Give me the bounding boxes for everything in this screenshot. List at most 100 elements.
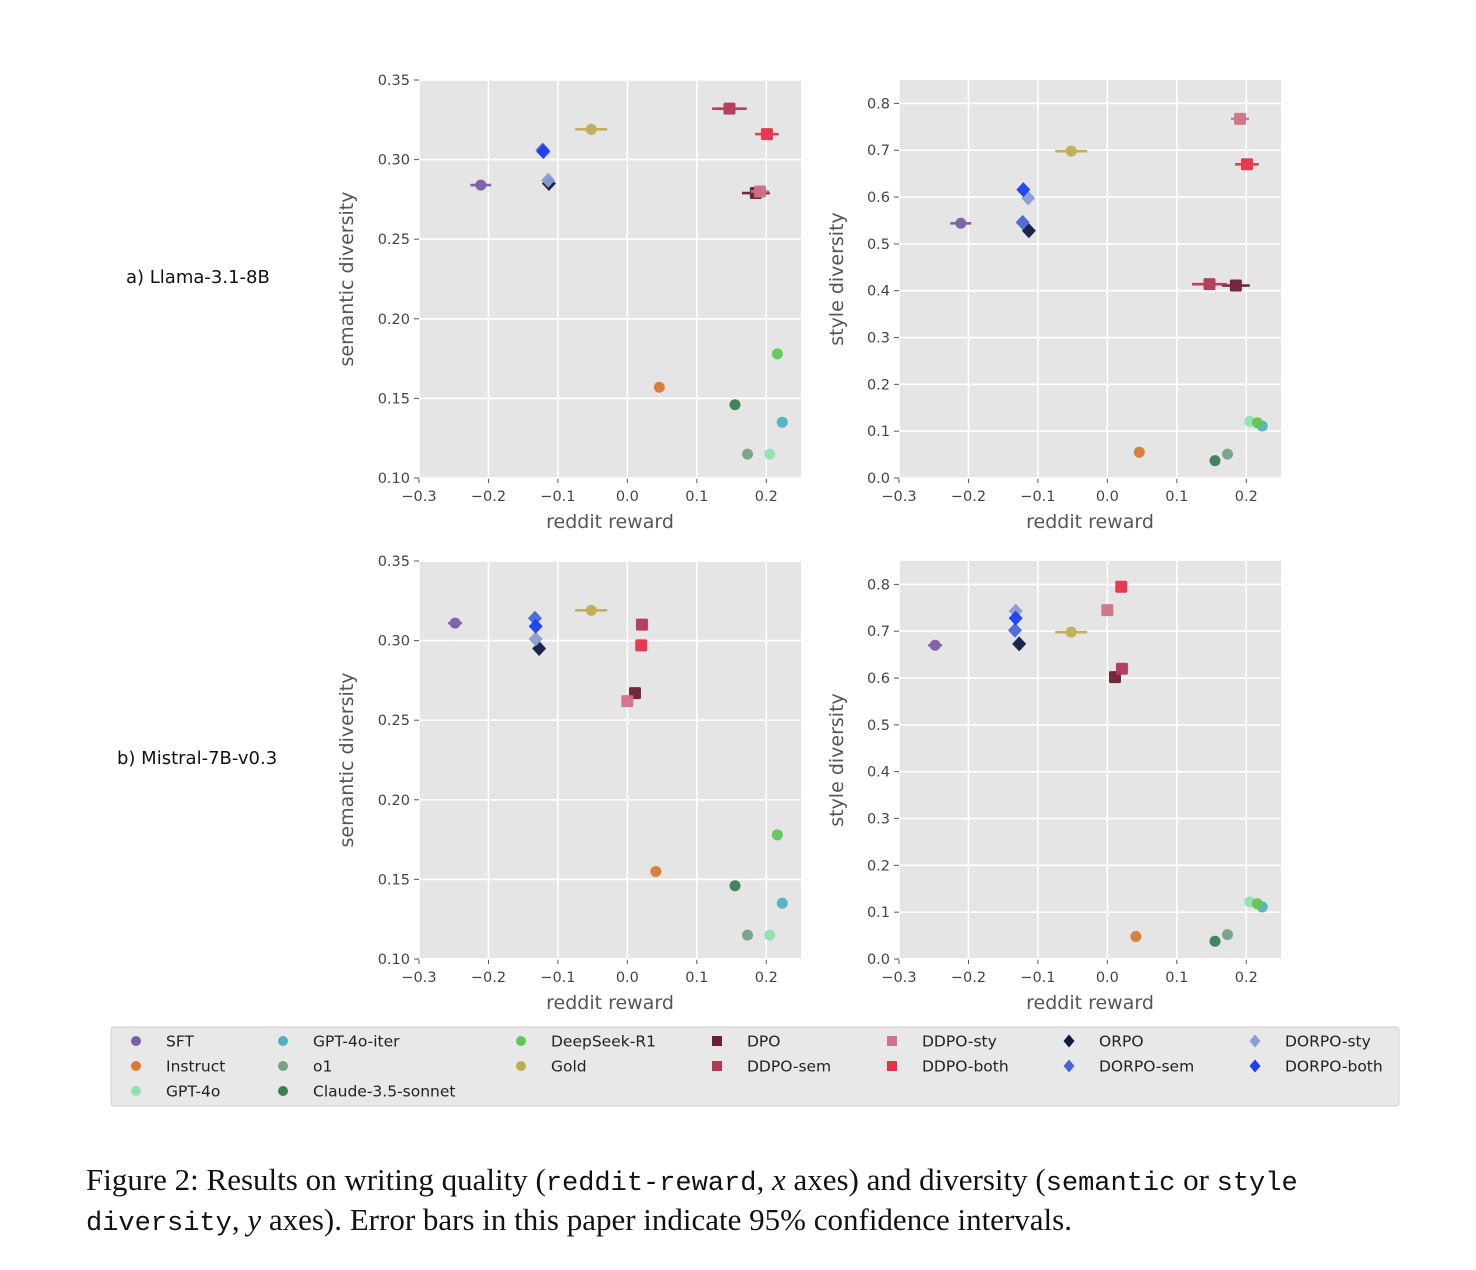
legend-label: DORPO-both [1285, 1058, 1383, 1076]
marker-sft [955, 217, 967, 229]
caption-text: axes). Error bars in this paper indicate… [261, 1202, 1072, 1237]
legend-marker [278, 1086, 288, 1096]
data-point [755, 128, 779, 141]
y-tick-label: 0.30 [378, 153, 410, 169]
data-point [653, 381, 665, 393]
legend-item: DORPO-both [1249, 1058, 1383, 1076]
data-point [1012, 636, 1027, 652]
x-tick-label: 0.0 [1096, 970, 1119, 986]
x-axis-label: reddit reward [546, 511, 674, 533]
legend-item: DeepSeek-R1 [516, 1033, 656, 1051]
marker-ddpo-sty [1234, 112, 1247, 125]
data-point [764, 929, 776, 941]
marker-claude-3-5-sonnet [729, 880, 741, 892]
x-tick-label: −0.1 [1020, 970, 1055, 986]
caption-var: x [771, 1162, 786, 1197]
legend-marker [1249, 1059, 1261, 1073]
data-point [650, 865, 662, 877]
marker-ddpo-sty [754, 185, 767, 198]
y-axis-label: style diversity [826, 693, 848, 827]
data-point [776, 416, 788, 428]
marker-deepseek-r1 [1251, 417, 1263, 429]
data-point [1222, 929, 1234, 941]
legend-label: ORPO [1099, 1033, 1144, 1051]
caption-text: or [1175, 1162, 1217, 1197]
x-tick-label: 0.2 [755, 489, 778, 505]
plot-area [899, 80, 1281, 478]
legend-marker [516, 1061, 526, 1071]
legend-marker [1249, 1034, 1261, 1048]
marker-claude-3-5-sonnet [1209, 935, 1221, 947]
plot-area [419, 80, 801, 478]
marker-gold [585, 604, 597, 616]
marker-orpo [1021, 223, 1036, 239]
data-point [448, 617, 463, 629]
legend-label: SFT [166, 1033, 194, 1051]
legend-marker [712, 1061, 722, 1071]
legend-item: GPT-4o-iter [278, 1033, 400, 1051]
y-tick-label: 0.10 [378, 471, 410, 487]
y-tick-label: 0.10 [378, 952, 410, 968]
data-point [1055, 145, 1088, 157]
marker-dorpo-both [536, 144, 551, 160]
y-tick-label: 0.0 [867, 952, 890, 968]
x-tick-label: −0.1 [540, 489, 575, 505]
x-tick-label: 0.0 [616, 970, 639, 986]
data-point [1008, 610, 1023, 626]
caption-text: , [231, 1202, 248, 1237]
y-tick-label: 0.4 [867, 765, 890, 781]
data-point [1115, 580, 1128, 593]
caption-var: y [247, 1202, 262, 1237]
marker-gold [1065, 145, 1077, 157]
marker-ddpo-sem [635, 618, 648, 631]
data-point [1007, 622, 1022, 638]
legend: SFT Instruct GPT-4o GPT-4o-iter o1 Claude-3.5… [110, 1026, 1400, 1107]
data-point [1101, 604, 1114, 617]
y-tick-label: 0.5 [867, 237, 890, 253]
y-tick-label: 0.25 [378, 232, 410, 248]
legend-marker [516, 1036, 526, 1046]
y-tick-label: 0.20 [378, 312, 410, 328]
marker-dorpo-sty [528, 631, 543, 647]
x-axis-label: reddit reward [1026, 992, 1154, 1014]
data-point [1055, 626, 1088, 638]
legend-marker [131, 1036, 141, 1046]
legend-marker [1063, 1034, 1075, 1048]
marker-ddpo-sem [1203, 278, 1216, 291]
y-tick-label: 0.0 [867, 471, 890, 487]
scatter-panel: −0.3 −0.2 −0.1 0.0 0.1 0.2 0.0 0.1 0.2 0.3 0.4 0.5 0… [826, 561, 1281, 1014]
x-tick-label: −0.2 [951, 970, 986, 986]
marker-gpt-4o-iter [776, 897, 788, 909]
x-axis-label: reddit reward [1026, 511, 1154, 533]
data-point [621, 695, 634, 708]
row-label: a) Llama-3.1-8B [126, 267, 270, 288]
caption-text: , [756, 1162, 772, 1197]
marker-ddpo-both [1240, 158, 1253, 171]
marker-gpt-4o-iter [776, 416, 788, 428]
legend-item: Gold [516, 1058, 587, 1076]
marker-ddpo-both [635, 639, 648, 652]
legend-label: DORPO-sem [1099, 1058, 1194, 1076]
data-point [928, 639, 943, 651]
data-point [635, 618, 648, 631]
legend-label: GPT-4o [166, 1083, 220, 1101]
legend-label: DPO [747, 1033, 780, 1051]
marker-gold [1065, 626, 1077, 638]
marker-dorpo-both [1016, 182, 1031, 198]
caption-code: reddit-reward [545, 1169, 757, 1199]
x-tick-label: 0.1 [685, 489, 708, 505]
data-point [1230, 112, 1250, 125]
data-point [729, 399, 741, 411]
data-point [635, 639, 648, 652]
y-tick-label: 0.35 [378, 73, 410, 89]
marker-dpo [1229, 279, 1242, 292]
x-tick-label: −0.3 [401, 970, 436, 986]
marker-dorpo-sem [1007, 622, 1022, 638]
data-point [575, 123, 608, 135]
x-tick-label: −0.2 [471, 489, 506, 505]
marker-dorpo-sem [1015, 214, 1030, 230]
marker-o1 [1222, 929, 1234, 941]
marker-orpo [1012, 636, 1027, 652]
data-point [950, 217, 972, 229]
legend-marker [887, 1061, 897, 1071]
